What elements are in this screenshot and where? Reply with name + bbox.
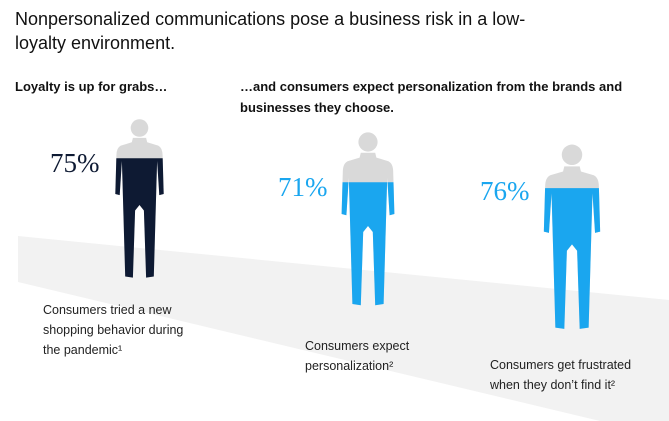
figure xyxy=(543,144,601,329)
caption: Consumers get frustrated when they don’t… xyxy=(490,358,632,392)
figure xyxy=(115,119,164,278)
figure xyxy=(341,132,395,306)
value-label: 71% xyxy=(278,172,328,202)
heading: Loyalty is up for grabs… xyxy=(15,79,168,94)
figure-fill xyxy=(543,188,601,329)
figure-fill xyxy=(341,182,395,306)
value-label: 75% xyxy=(50,148,100,178)
caption: Consumers tried a new shopping behavior … xyxy=(43,303,184,357)
heading: …and consumers expect personalization fr… xyxy=(240,79,623,115)
chart-title: Nonpersonalized communications pose a bu… xyxy=(15,9,526,53)
figure-fill xyxy=(115,158,164,278)
caption: Consumers expect personalization² xyxy=(305,339,410,373)
floor-band xyxy=(18,236,669,421)
value-label: 76% xyxy=(480,176,530,206)
